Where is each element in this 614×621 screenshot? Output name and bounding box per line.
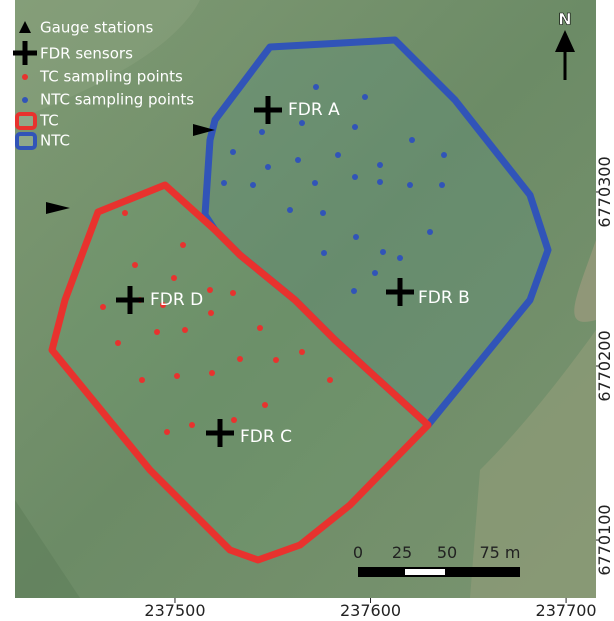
tc-point — [171, 275, 177, 281]
ntc-point — [335, 152, 341, 158]
ntc-point — [439, 182, 445, 188]
tc-point — [257, 325, 263, 331]
tc-point — [122, 210, 128, 216]
legend-tc-dot — [22, 74, 28, 80]
field-patch — [574, 240, 596, 322]
north-arrow-head — [555, 30, 575, 52]
legend-label: NTC sampling points — [40, 91, 194, 109]
y-tick-label: 6770200 — [595, 330, 614, 401]
ntc-point — [312, 180, 318, 186]
tc-point — [208, 310, 214, 316]
ntc-point — [299, 120, 305, 126]
legend-ntc-box — [15, 132, 37, 150]
sensor-label: FDR D — [150, 290, 203, 310]
tc-point — [174, 373, 180, 379]
ntc-point — [407, 182, 413, 188]
ntc-point — [380, 249, 386, 255]
ntc-point — [362, 94, 368, 100]
legend-label: TC — [39, 112, 59, 130]
ntc-point — [265, 164, 271, 170]
tc-point — [154, 329, 160, 335]
ntc-point — [353, 234, 359, 240]
north-label: N — [558, 10, 571, 29]
tc-area — [48, 181, 432, 564]
ntc-point — [377, 162, 383, 168]
legend-tc-box — [15, 112, 37, 130]
ntc-point — [321, 250, 327, 256]
legend-label: TC sampling points — [39, 68, 183, 86]
tc-point — [262, 402, 268, 408]
gauge-station — [46, 202, 70, 214]
fdr-crosses — [116, 96, 414, 447]
ntc-point — [372, 270, 378, 276]
tc-point — [209, 370, 215, 376]
ntc-point — [352, 124, 358, 130]
scale-label: 75 m — [479, 543, 520, 562]
legend-label: FDR sensors — [40, 45, 133, 63]
legend-label: NTC — [40, 132, 70, 150]
tc-point — [327, 377, 333, 383]
ntc-point — [377, 179, 383, 185]
legend-gauge-icon — [19, 21, 31, 33]
tc-point — [139, 377, 145, 383]
ntc-point — [295, 157, 301, 163]
scale-label: 50 — [437, 543, 457, 562]
ntc-points — [221, 84, 447, 294]
ntc-point — [409, 137, 415, 143]
tc-point — [180, 242, 186, 248]
ntc-point — [313, 84, 319, 90]
tc-point — [115, 340, 121, 346]
x-tick-label: 237500 — [144, 601, 205, 620]
tc-point — [189, 422, 195, 428]
tc-point — [207, 287, 213, 293]
ntc-point — [427, 229, 433, 235]
tc-point — [273, 357, 279, 363]
legend-label: Gauge stations — [40, 19, 153, 37]
x-tick-label: 237600 — [340, 601, 401, 620]
sensor-label: FDR C — [240, 427, 292, 447]
x-tick-label: 237700 — [536, 601, 597, 620]
tc-point — [164, 429, 170, 435]
scale-label: 25 — [392, 543, 412, 562]
scale-bar-segment — [405, 569, 445, 575]
sensor-label: FDR B — [418, 288, 470, 308]
tc-point — [160, 302, 166, 308]
ntc-point — [287, 207, 293, 213]
tc-point — [132, 262, 138, 268]
ntc-point — [259, 129, 265, 135]
ntc-point — [250, 182, 256, 188]
ntc-point — [351, 288, 357, 294]
ntc-point — [352, 174, 358, 180]
tc-point — [299, 349, 305, 355]
ntc-point — [441, 152, 447, 158]
ntc-point — [397, 255, 403, 261]
gauge-station — [193, 124, 215, 136]
y-tick-label: 6770300 — [595, 156, 614, 227]
y-tick-label: 6770100 — [595, 504, 614, 575]
ntc-point — [221, 180, 227, 186]
ntc-point — [230, 149, 236, 155]
tc-points — [100, 210, 333, 435]
tc-point — [100, 304, 106, 310]
tc-point — [182, 327, 188, 333]
field-patch — [15, 0, 200, 120]
legend-ntc-dot — [22, 97, 28, 103]
tc-point — [231, 417, 237, 423]
legend-fdr-icon — [13, 41, 37, 65]
tc-point — [237, 356, 243, 362]
scale-label: 0 — [353, 543, 363, 562]
field-patch — [15, 500, 80, 598]
field-patch — [470, 330, 596, 598]
ntc-point — [320, 210, 326, 216]
sensor-label: FDR A — [288, 100, 340, 120]
tc-point — [230, 290, 236, 296]
